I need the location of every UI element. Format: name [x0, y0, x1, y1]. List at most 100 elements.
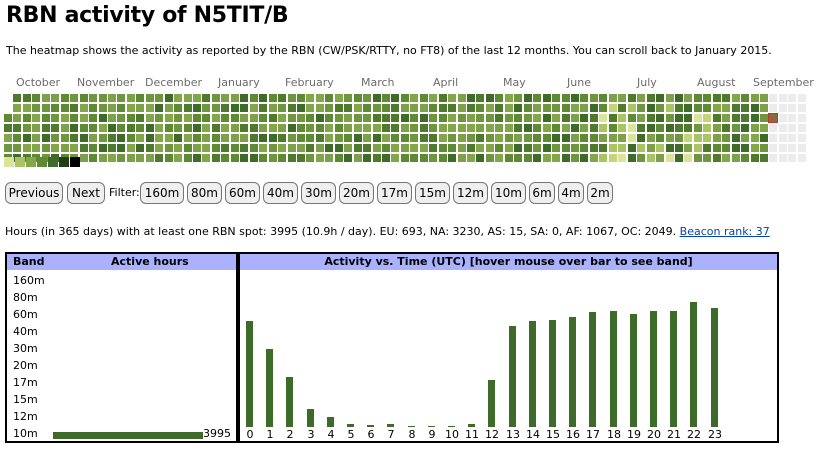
heatmap-day-cell[interactable]	[448, 104, 456, 112]
heatmap-day-cell[interactable]	[590, 114, 598, 122]
heatmap-day-cell[interactable]	[174, 144, 182, 152]
heatmap-day-cell[interactable]	[165, 104, 173, 112]
heatmap-day-cell[interactable]	[240, 124, 248, 132]
heatmap-day-cell[interactable]	[732, 134, 740, 142]
heatmap-day-cell[interactable]	[174, 134, 182, 142]
heatmap-day-cell[interactable]	[174, 104, 182, 112]
heatmap-day-cell[interactable]	[751, 114, 759, 122]
heatmap-day-cell[interactable]	[240, 114, 248, 122]
heatmap-day-cell[interactable]	[13, 134, 21, 142]
heatmap-day-cell[interactable]	[656, 104, 664, 112]
heatmap-day-cell[interactable]	[599, 154, 607, 162]
heatmap-day-cell[interactable]	[354, 144, 362, 152]
heatmap-day-cell[interactable]	[703, 144, 711, 152]
heatmap-day-cell[interactable]	[269, 94, 277, 102]
heatmap-day-cell[interactable]	[486, 114, 494, 122]
heatmap-day-cell[interactable]	[117, 124, 125, 132]
heatmap-day-cell[interactable]	[391, 94, 399, 102]
filter-button-4m[interactable]: 4m	[558, 182, 584, 204]
heatmap-day-cell[interactable]	[552, 94, 560, 102]
heatmap-day-cell[interactable]	[99, 114, 107, 122]
heatmap-day-cell[interactable]	[741, 154, 749, 162]
heatmap-day-cell[interactable]	[732, 144, 740, 152]
heatmap-day-cell[interactable]	[798, 104, 806, 112]
heatmap-day-cell[interactable]	[80, 94, 88, 102]
heatmap-day-cell[interactable]	[514, 144, 522, 152]
heatmap-day-cell[interactable]	[618, 144, 626, 152]
heatmap-day-cell[interactable]	[155, 134, 163, 142]
heatmap-day-cell[interactable]	[325, 134, 333, 142]
heatmap-day-cell[interactable]	[184, 94, 192, 102]
heatmap-day-cell[interactable]	[212, 134, 220, 142]
heatmap-day-cell[interactable]	[297, 154, 305, 162]
heatmap-day-cell[interactable]	[628, 114, 636, 122]
heatmap-day-cell[interactable]	[779, 124, 787, 132]
heatmap-day-cell[interactable]	[533, 114, 541, 122]
heatmap-day-cell[interactable]	[760, 104, 768, 112]
heatmap-day-cell[interactable]	[609, 144, 617, 152]
heatmap-day-cell[interactable]	[70, 124, 78, 132]
heatmap-day-cell[interactable]	[495, 94, 503, 102]
heatmap-day-cell[interactable]	[193, 104, 201, 112]
heatmap-day-cell[interactable]	[306, 124, 314, 132]
heatmap-day-cell[interactable]	[410, 134, 418, 142]
heatmap-day-cell[interactable]	[656, 114, 664, 122]
heatmap-day-cell[interactable]	[429, 114, 437, 122]
heatmap-day-cell[interactable]	[42, 144, 50, 152]
heatmap-day-cell[interactable]	[202, 144, 210, 152]
heatmap-day-cell[interactable]	[61, 134, 69, 142]
heatmap-day-cell[interactable]	[543, 154, 551, 162]
heatmap-day-cell[interactable]	[146, 104, 154, 112]
heatmap-day-cell[interactable]	[354, 154, 362, 162]
heatmap-day-cell[interactable]	[117, 94, 125, 102]
heatmap-day-cell[interactable]	[476, 94, 484, 102]
heatmap-day-cell[interactable]	[599, 124, 607, 132]
heatmap-day-cell[interactable]	[713, 104, 721, 112]
heatmap-day-cell[interactable]	[410, 154, 418, 162]
heatmap-day-cell[interactable]	[42, 134, 50, 142]
heatmap-day-cell[interactable]	[656, 144, 664, 152]
filter-button-60m[interactable]: 60m	[225, 182, 260, 204]
heatmap-day-cell[interactable]	[618, 94, 626, 102]
heatmap-day-cell[interactable]	[769, 134, 777, 142]
heatmap-day-cell[interactable]	[448, 154, 456, 162]
heatmap-day-cell[interactable]	[666, 104, 674, 112]
heatmap-day-cell[interactable]	[278, 114, 286, 122]
heatmap-day-cell[interactable]	[297, 94, 305, 102]
heatmap-day-cell[interactable]	[23, 104, 31, 112]
heatmap-day-cell[interactable]	[495, 104, 503, 112]
heatmap-day-cell[interactable]	[231, 154, 239, 162]
hour-bar-13[interactable]	[509, 326, 516, 427]
heatmap-day-cell[interactable]	[533, 134, 541, 142]
heatmap-day-cell[interactable]	[486, 124, 494, 132]
heatmap-day-cell[interactable]	[373, 144, 381, 152]
heatmap-day-cell[interactable]	[476, 134, 484, 142]
heatmap-day-cell[interactable]	[647, 154, 655, 162]
heatmap-day-cell[interactable]	[288, 124, 296, 132]
heatmap-day-cell[interactable]	[420, 104, 428, 112]
heatmap-day-cell[interactable]	[23, 124, 31, 132]
heatmap-day-cell[interactable]	[193, 114, 201, 122]
heatmap-day-cell[interactable]	[703, 124, 711, 132]
heatmap-day-cell[interactable]	[675, 134, 683, 142]
filter-button-17m[interactable]: 17m	[377, 182, 412, 204]
heatmap-day-cell[interactable]	[495, 124, 503, 132]
hour-bar-22[interactable]	[690, 302, 697, 427]
heatmap-day-cell[interactable]	[61, 144, 69, 152]
heatmap-day-cell[interactable]	[193, 154, 201, 162]
heatmap-day-cell[interactable]	[580, 154, 588, 162]
heatmap-day-cell[interactable]	[410, 94, 418, 102]
heatmap-day-cell[interactable]	[288, 144, 296, 152]
heatmap-day-cell[interactable]	[628, 104, 636, 112]
heatmap-day-cell[interactable]	[741, 144, 749, 152]
heatmap-day-cell[interactable]	[363, 134, 371, 142]
heatmap-day-cell[interactable]	[732, 154, 740, 162]
heatmap-day-cell[interactable]	[580, 104, 588, 112]
heatmap-day-cell[interactable]	[278, 94, 286, 102]
heatmap-day-cell[interactable]	[514, 134, 522, 142]
heatmap-day-cell[interactable]	[703, 114, 711, 122]
heatmap-day-cell[interactable]	[80, 144, 88, 152]
heatmap-day-cell[interactable]	[675, 104, 683, 112]
filter-button-15m[interactable]: 15m	[415, 182, 450, 204]
heatmap-day-cell[interactable]	[618, 154, 626, 162]
